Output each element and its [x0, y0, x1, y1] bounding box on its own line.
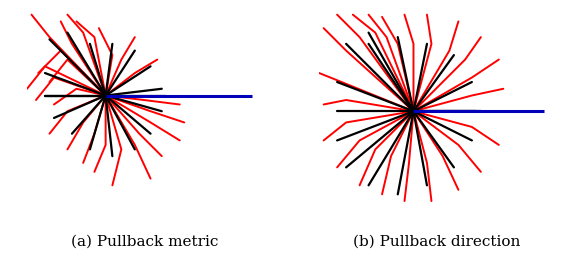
Text: (a) Pullback metric: (a) Pullback metric	[71, 234, 219, 248]
Text: (b) Pullback direction: (b) Pullback direction	[353, 234, 521, 248]
